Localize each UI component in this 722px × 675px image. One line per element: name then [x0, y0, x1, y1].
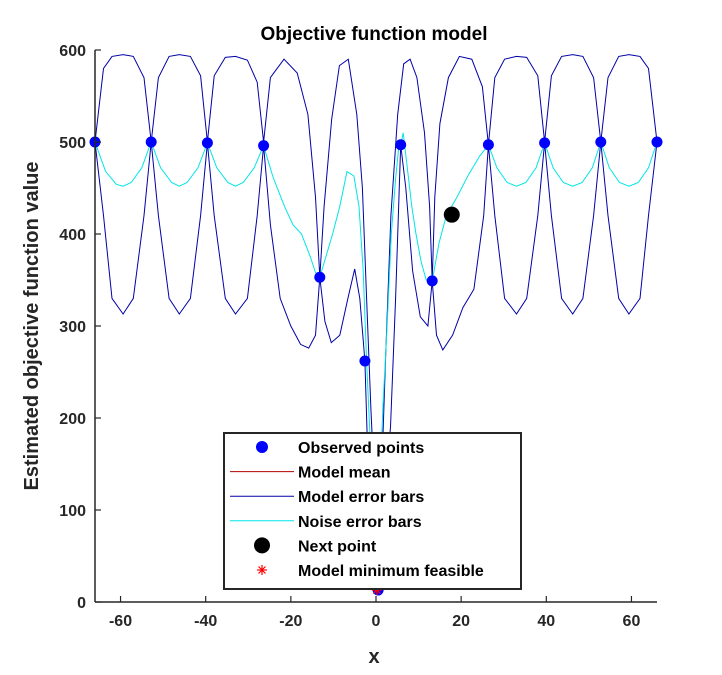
legend-label: Next point [298, 538, 377, 555]
legend-label: Model error bars [298, 489, 424, 506]
observed-point [595, 136, 607, 148]
x-ticks: -60 -40 -20 0 20 40 60 [109, 596, 640, 630]
x-tick-label: 20 [452, 613, 470, 630]
x-tick-label: -40 [194, 613, 217, 630]
y-tick-label: 300 [59, 319, 86, 336]
legend-symbol-observed [256, 441, 268, 453]
observed-point [651, 136, 663, 148]
legend-symbol-model-minimum [257, 565, 267, 575]
y-tick-label: 0 [77, 595, 86, 612]
x-axis-label: x [368, 646, 379, 668]
next-point-marker [443, 206, 460, 223]
legend-label: Model mean [298, 465, 390, 482]
observed-point [145, 136, 157, 148]
y-tick-label: 100 [59, 503, 86, 520]
y-tick-label: 200 [59, 411, 86, 428]
observed-point [201, 137, 213, 149]
legend-label: Model minimum feasible [298, 563, 484, 580]
observed-point [258, 140, 270, 152]
chart-title: Objective function model [261, 24, 488, 45]
x-tick-label: -20 [279, 613, 302, 630]
observed-point [314, 271, 326, 283]
x-tick-label: 40 [537, 613, 555, 630]
legend-box [223, 432, 522, 590]
x-tick-label: 60 [623, 613, 641, 630]
y-axis-label: Estimated objective function value [21, 162, 43, 491]
observed-point [395, 139, 407, 151]
x-tick-label: 0 [372, 613, 381, 630]
observed-point [482, 139, 494, 151]
x-tick-label: -60 [109, 613, 132, 630]
observed-point [539, 137, 551, 149]
legend-entries: Observed points Model mean Model error bar… [230, 440, 484, 580]
legend-label: Observed points [298, 440, 424, 457]
y-tick-label: 500 [59, 135, 86, 152]
legend: Observed points Model mean Model error bar… [223, 432, 522, 590]
legend-symbol-next-point [254, 537, 270, 554]
observed-point [426, 275, 438, 287]
legend-label: Noise error bars [298, 514, 422, 531]
y-ticks: 0 100 200 300 400 500 600 [59, 43, 101, 612]
observed-point [359, 355, 371, 367]
points-layer [89, 136, 663, 596]
y-tick-label: 600 [59, 43, 86, 60]
y-tick-label: 400 [59, 227, 86, 244]
